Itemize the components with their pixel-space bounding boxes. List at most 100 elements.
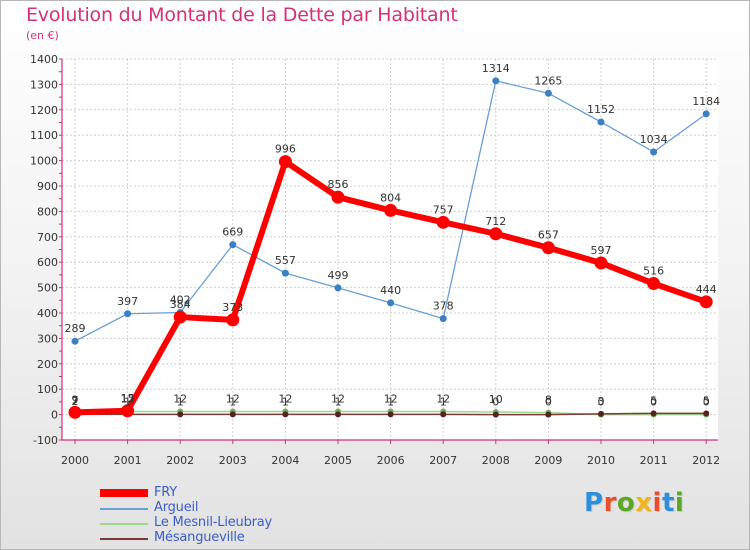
data-point xyxy=(68,405,82,419)
data-label: 1 xyxy=(440,395,447,408)
data-label: 10 xyxy=(489,393,503,406)
data-label: 0 xyxy=(703,396,710,409)
x-tick-label: 2000 xyxy=(61,454,89,467)
data-label: 1 xyxy=(282,395,289,408)
y-tick-label: 1200 xyxy=(30,104,58,117)
x-tick-label: 2009 xyxy=(534,454,562,467)
data-point xyxy=(440,411,447,418)
logo-letter: t xyxy=(661,488,675,518)
data-point xyxy=(229,411,236,418)
data-label: 289 xyxy=(65,322,86,335)
x-tick-label: 2003 xyxy=(219,454,247,467)
y-tick-label: 200 xyxy=(37,358,58,371)
data-label: 12 xyxy=(226,393,240,406)
x-tick-label: 2004 xyxy=(271,454,299,467)
data-point xyxy=(384,203,398,217)
y-tick-label: 0 xyxy=(51,409,58,422)
data-label: 440 xyxy=(380,284,401,297)
data-point xyxy=(278,155,292,169)
data-label: 12 xyxy=(278,393,292,406)
data-point xyxy=(226,313,240,327)
data-point xyxy=(387,411,394,418)
data-label: 712 xyxy=(485,215,506,228)
legend-swatch-mesangueville xyxy=(100,538,148,540)
y-tick-label: 900 xyxy=(37,180,58,193)
x-tick-label: 2001 xyxy=(114,454,142,467)
data-point xyxy=(594,256,608,270)
data-point xyxy=(492,411,499,418)
data-label: 8 xyxy=(545,394,552,407)
y-tick-label: 1400 xyxy=(30,53,58,66)
data-label: 499 xyxy=(328,269,349,282)
x-tick-label: 2007 xyxy=(429,454,457,467)
legend-swatch-argueil xyxy=(100,508,148,510)
data-label: 1 xyxy=(124,395,131,408)
data-label: 0 xyxy=(492,396,499,409)
data-point xyxy=(334,284,342,292)
logo-letter: P xyxy=(584,488,604,518)
x-tick-label: 2008 xyxy=(482,454,510,467)
data-point xyxy=(439,315,447,323)
data-label: 384 xyxy=(170,298,191,311)
data-label: 1265 xyxy=(534,74,562,87)
logo-letter: r xyxy=(603,488,617,518)
data-label: 0 xyxy=(650,396,657,409)
data-point xyxy=(703,410,710,417)
data-label: 12 xyxy=(331,393,345,406)
x-tick-label: 2012 xyxy=(692,454,720,467)
data-label: 996 xyxy=(275,143,296,156)
data-label: 15 xyxy=(121,392,135,405)
data-label: 378 xyxy=(433,300,454,313)
data-label: 1 xyxy=(335,395,342,408)
data-label: 669 xyxy=(222,226,243,239)
data-point xyxy=(544,89,552,97)
data-point xyxy=(597,118,605,126)
y-tick-label: 1000 xyxy=(30,155,58,168)
data-point xyxy=(281,269,289,277)
data-label: 12 xyxy=(173,393,187,406)
data-label: 12 xyxy=(436,393,450,406)
data-label: 597 xyxy=(591,244,612,257)
data-label: 373 xyxy=(222,301,243,314)
data-label: 1 xyxy=(177,395,184,408)
data-label: 557 xyxy=(275,254,296,267)
data-point xyxy=(121,404,135,418)
data-label: 397 xyxy=(117,295,138,308)
data-point xyxy=(331,190,345,204)
data-label: 12 xyxy=(384,393,398,406)
legend-swatch-le-mesnil-lieubray xyxy=(100,523,148,525)
data-label: 856 xyxy=(328,178,349,191)
x-tick-label: 2006 xyxy=(377,454,405,467)
y-tick-label: 100 xyxy=(37,383,58,396)
data-point xyxy=(492,77,500,85)
data-label: 444 xyxy=(696,283,717,296)
data-label: 0 xyxy=(545,396,552,409)
data-point xyxy=(387,299,395,307)
data-point xyxy=(436,215,450,229)
data-label: 5 xyxy=(703,394,710,407)
logo-letter: o xyxy=(616,488,636,518)
data-label: 3 xyxy=(598,395,605,408)
proxiti-logo: Proxiti xyxy=(584,488,684,518)
chart-unit: (en €) xyxy=(26,29,59,42)
logo-letter: i xyxy=(674,488,685,518)
data-point xyxy=(541,241,555,255)
data-label: 9 xyxy=(72,393,79,406)
y-tick-label: 300 xyxy=(37,332,58,345)
logo-letter: i xyxy=(652,488,662,518)
data-label: 0 xyxy=(598,396,605,409)
logo-letter: x xyxy=(635,488,653,518)
data-label: 1314 xyxy=(482,62,510,75)
data-label: 804 xyxy=(380,191,401,204)
data-point xyxy=(177,411,184,418)
data-label: 516 xyxy=(643,265,664,278)
data-point xyxy=(647,277,661,291)
data-point xyxy=(598,410,604,417)
data-point xyxy=(173,310,187,324)
legend-label-le-mesnil-lieubray: Le Mesnil-Lieubray xyxy=(154,515,273,530)
y-tick-label: 700 xyxy=(37,231,58,244)
data-label: 1 xyxy=(387,395,394,408)
data-label: 12 xyxy=(121,393,135,406)
data-label: 657 xyxy=(538,229,559,242)
